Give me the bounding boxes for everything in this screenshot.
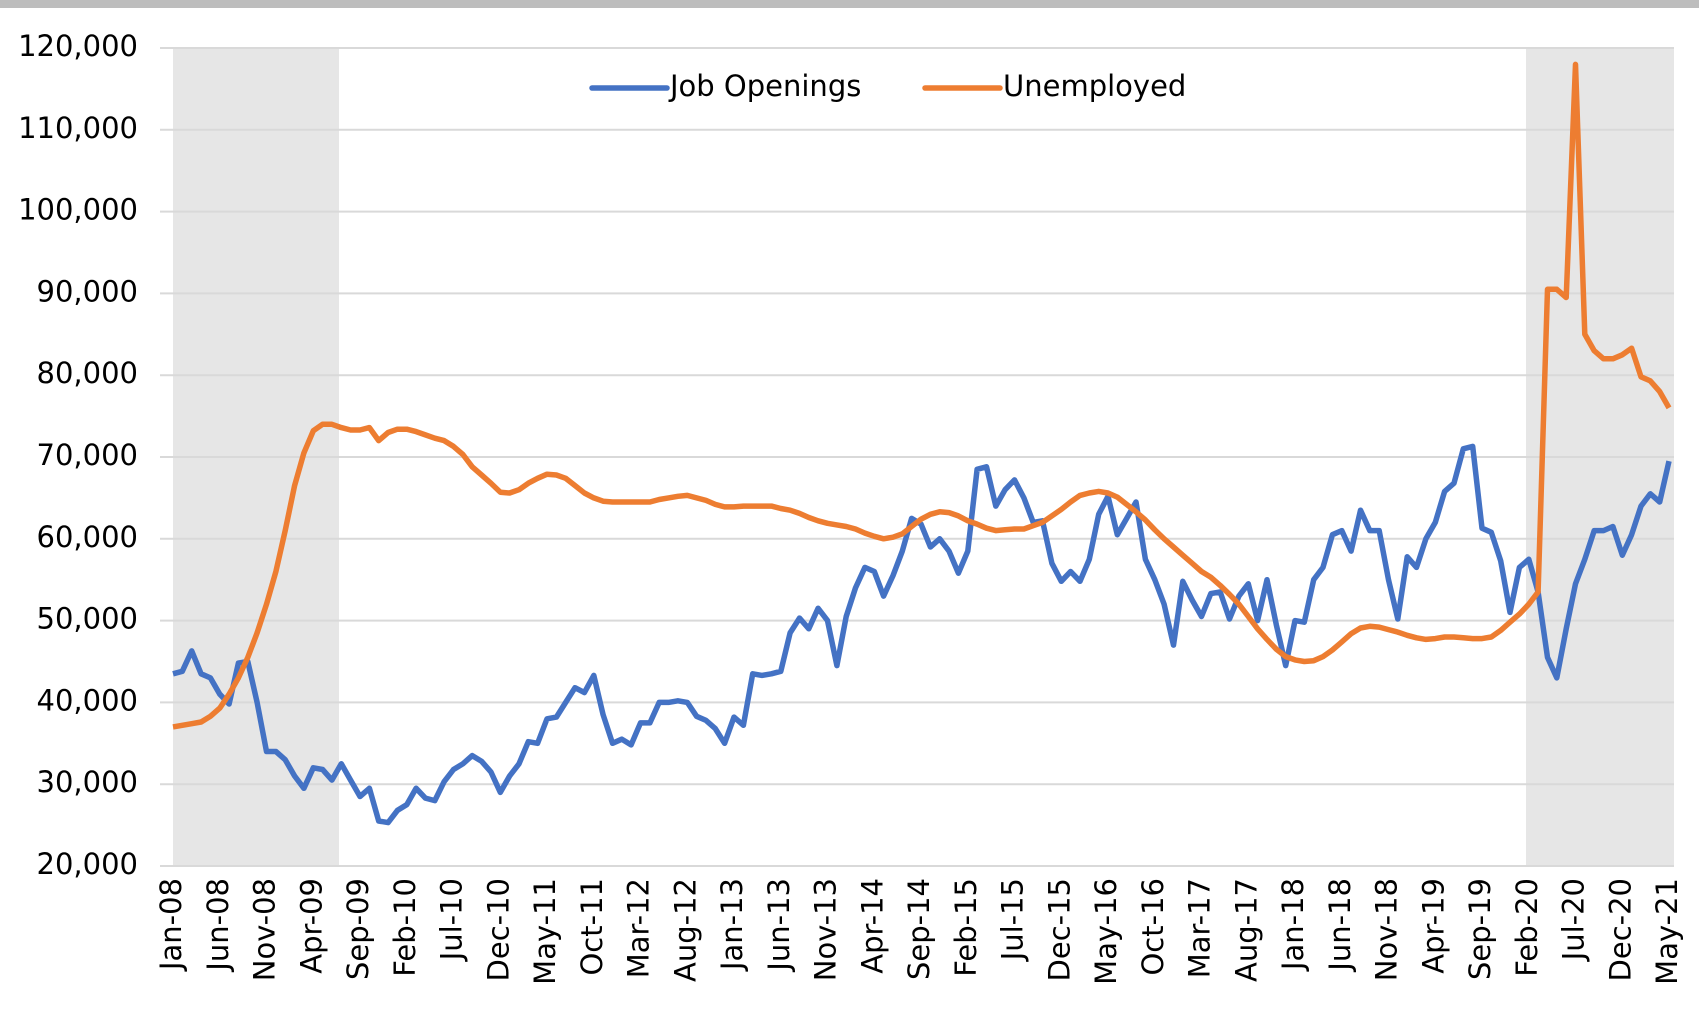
y-tick-label: 50,000 [37,602,138,636]
series-line [172,443,1672,826]
x-tick-label: Apr-14 [855,878,889,974]
x-tick-label: Mar-17 [1183,878,1217,978]
y-tick-label: 70,000 [37,438,138,472]
x-tick-label: Nov-08 [248,878,282,981]
series-line [172,61,1672,730]
y-tick-label: 40,000 [37,683,138,717]
y-tick-label: 120,000 [18,29,138,63]
x-tick-label: Jan-13 [715,878,749,972]
x-tick-label: Oct-16 [1136,878,1170,976]
x-tick-label: Jun-08 [201,878,235,973]
x-tick-label: Aug-17 [1229,878,1263,982]
x-tick-label: Jun-18 [1323,878,1357,973]
x-tick-label: Apr-19 [1416,878,1450,974]
x-tick-label: Aug-12 [668,878,702,982]
y-tick-label: 80,000 [37,356,138,390]
x-tick-label: Jan-18 [1276,878,1310,972]
x-tick-label: Jul-10 [435,878,469,962]
y-tick-label: 100,000 [18,193,138,227]
x-tick-label: Sep-19 [1463,878,1497,980]
x-tick-label: Apr-09 [294,878,328,974]
y-tick-label: 20,000 [37,847,138,881]
x-tick-label: Dec-20 [1603,878,1637,981]
legend-label: Job Openings [668,69,861,103]
x-tick-label: Sep-09 [341,878,375,980]
x-tick-label: May-16 [1089,878,1123,985]
frame-top [0,0,1699,8]
x-tick-label: May-11 [528,878,562,985]
x-tick-label: Dec-15 [1042,878,1076,981]
x-tick-label: Feb-10 [388,878,422,977]
x-tick-label: Oct-11 [575,878,609,976]
x-tick-label: Feb-15 [949,878,983,977]
y-tick-label: 110,000 [18,111,138,145]
x-tick-label: Jul-20 [1557,878,1591,962]
x-tick-label: Feb-20 [1510,878,1544,977]
x-tick-label: May-21 [1650,878,1684,985]
x-tick-label: Jan-08 [154,878,188,972]
legend-label: Unemployed [1003,69,1186,103]
y-tick-label: 90,000 [37,274,138,308]
x-tick-label: Sep-14 [902,878,936,980]
x-tick-label: Nov-13 [809,878,843,981]
y-tick-label: 60,000 [37,520,138,554]
x-tick-label: Nov-18 [1370,878,1404,981]
y-tick-label: 30,000 [37,765,138,799]
x-tick-label: Mar-12 [622,878,656,978]
x-tick-label: Jul-15 [996,878,1030,962]
x-tick-label: Dec-10 [481,878,515,981]
x-tick-label: Jun-13 [762,878,796,973]
